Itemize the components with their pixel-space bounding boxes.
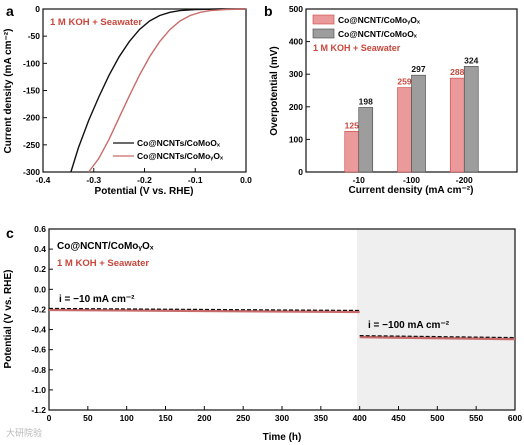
legend-swatch-b-0: [313, 15, 334, 24]
annotation-a: 1 M KOH + Seawater: [50, 17, 142, 28]
panel-a: a 1 M KOH + Seawater -0.4 -0.3 -0.2 -0.1 0.0…: [3, 3, 252, 197]
panel-label-b: b: [264, 3, 273, 19]
panel-b: b Co@NCNT/CoMoᵧOₓ Co@NCNT/CoMoOₓ 1 M KOH…: [264, 3, 517, 196]
x-tick-label-b-2: -200: [456, 175, 473, 185]
legend-swatch-b-1: [313, 29, 334, 38]
bar-value-label-b-0-2: 288: [450, 67, 464, 77]
x-tick-label-c-1: 50: [83, 413, 93, 423]
current-label-1: i = −10 mA cm⁻²: [59, 294, 135, 305]
y-tick-label-c-1: 0.4: [34, 244, 46, 254]
bar-b-1-0: [359, 107, 373, 172]
y-tick-label-a-3: -150: [23, 86, 40, 96]
panel-label-c: c: [6, 225, 14, 241]
panel-c: c Co@NCNT/CoMoᵧOₓ 1 M KOH + Seawater i =…: [3, 224, 522, 443]
x-tick-label-c-3: 150: [158, 413, 172, 423]
y-tick-label-c-9: -1.2: [31, 405, 46, 415]
y-axis-label-a: Current density (mA cm⁻²): [3, 29, 14, 154]
y-tick-label-a-2: -100: [23, 58, 40, 68]
y-axis-label-b: Overpotential (mV): [269, 46, 280, 135]
x-tick-label-a-3: -0.1: [188, 175, 203, 185]
bar-b-1-2: [464, 66, 478, 172]
y-tick-label-c-8: -1.0: [31, 385, 46, 395]
x-tick-label-a-1: -0.3: [86, 175, 101, 185]
y-tick-label-b-3: 300: [289, 69, 303, 79]
x-tick-label-c-9: 450: [391, 413, 405, 423]
x-tick-label-c-4: 200: [197, 413, 211, 423]
bar-b-0-1: [398, 88, 412, 172]
panel-label-a: a: [6, 3, 14, 19]
bar-value-label-b-1-1: 297: [411, 64, 425, 74]
x-tick-label-a-4: 0.0: [240, 175, 252, 185]
y-tick-label-c-5: -0.4: [31, 325, 46, 335]
x-axis-label-c: Time (h): [263, 432, 302, 443]
y-tick-label-c-4: -0.2: [31, 304, 46, 314]
annotation-c: 1 M KOH + Seawater: [57, 258, 149, 269]
legend-label-a-1: Co@NCNTs/CoMoᵧOₓ: [137, 151, 224, 161]
current-label-2: i = −100 mA cm⁻²: [368, 320, 450, 331]
x-tick-label-c-7: 350: [314, 413, 328, 423]
y-tick-label-b-1: 100: [289, 134, 303, 144]
y-tick-label-a-4: -200: [23, 113, 40, 123]
legend-b: Co@NCNT/CoMoᵧOₓ Co@NCNT/CoMoOₓ: [313, 15, 421, 39]
y-tick-label-b-2: 200: [289, 102, 303, 112]
y-tick-label-b-5: 500: [289, 4, 303, 14]
bar-value-label-b-1-0: 198: [359, 96, 373, 106]
x-tick-label-c-0: 0: [47, 413, 52, 423]
bar-value-label-b-0-1: 259: [397, 77, 411, 87]
y-tick-label-c-6: -0.6: [31, 345, 46, 355]
x-tick-label-c-2: 100: [120, 413, 134, 423]
title-text-c: Co@NCNT/CoMoᵧOₓ: [57, 241, 154, 252]
x-tick-label-b-0: -10: [353, 175, 366, 185]
y-tick-label-a-5: -250: [23, 140, 40, 150]
legend-label-b-1: Co@NCNT/CoMoOₓ: [338, 29, 418, 39]
x-tick-label-c-5: 250: [236, 413, 250, 423]
x-tick-label-a-2: -0.2: [137, 175, 152, 185]
legend-label-b-0: Co@NCNT/CoMoᵧOₓ: [338, 15, 421, 25]
y-tick-label-b-4: 400: [289, 37, 303, 47]
x-tick-label-c-8: 400: [353, 413, 367, 423]
x-tick-label-c-12: 600: [508, 413, 522, 423]
x-tick-label-c-6: 300: [275, 413, 289, 423]
watermark-text: 大研院验: [6, 426, 42, 439]
y-tick-label-a-1: -50: [28, 31, 41, 41]
annotation-b: 1 M KOH + Seawater: [313, 43, 401, 53]
bar-b-1-1: [412, 75, 426, 172]
bar-b-0-2: [450, 78, 464, 172]
y-tick-label-b-0: 0: [298, 167, 303, 177]
legend-label-a-0: Co@NCNTs/CoMoOₓ: [137, 138, 221, 148]
y-tick-label-a-0: 0: [35, 4, 40, 14]
y-axis-label-c: Potential (V vs. RHE): [3, 270, 14, 369]
y-tick-label-c-3: 0.0: [34, 284, 46, 294]
y-tick-label-c-7: -0.8: [31, 365, 46, 375]
x-axis-label-a: Potential (V vs. RHE): [95, 186, 194, 197]
y-tick-label-c-2: 0.2: [34, 264, 46, 274]
y-tick-label-a-6: -300: [23, 167, 40, 177]
x-tick-label-b-1: -100: [403, 175, 420, 185]
y-tick-label-c-0: 0.6: [34, 224, 46, 234]
bar-value-label-b-1-2: 324: [464, 55, 478, 65]
x-tick-label-c-11: 550: [469, 413, 483, 423]
x-tick-label-c-10: 500: [430, 413, 444, 423]
bar-b-0-0: [345, 131, 359, 172]
legend-a: Co@NCNTs/CoMoOₓ Co@NCNTs/CoMoᵧOₓ: [113, 138, 224, 161]
x-axis-label-b: Current density (mA cm⁻²): [349, 185, 474, 196]
bar-value-label-b-0-0: 125: [345, 120, 359, 130]
